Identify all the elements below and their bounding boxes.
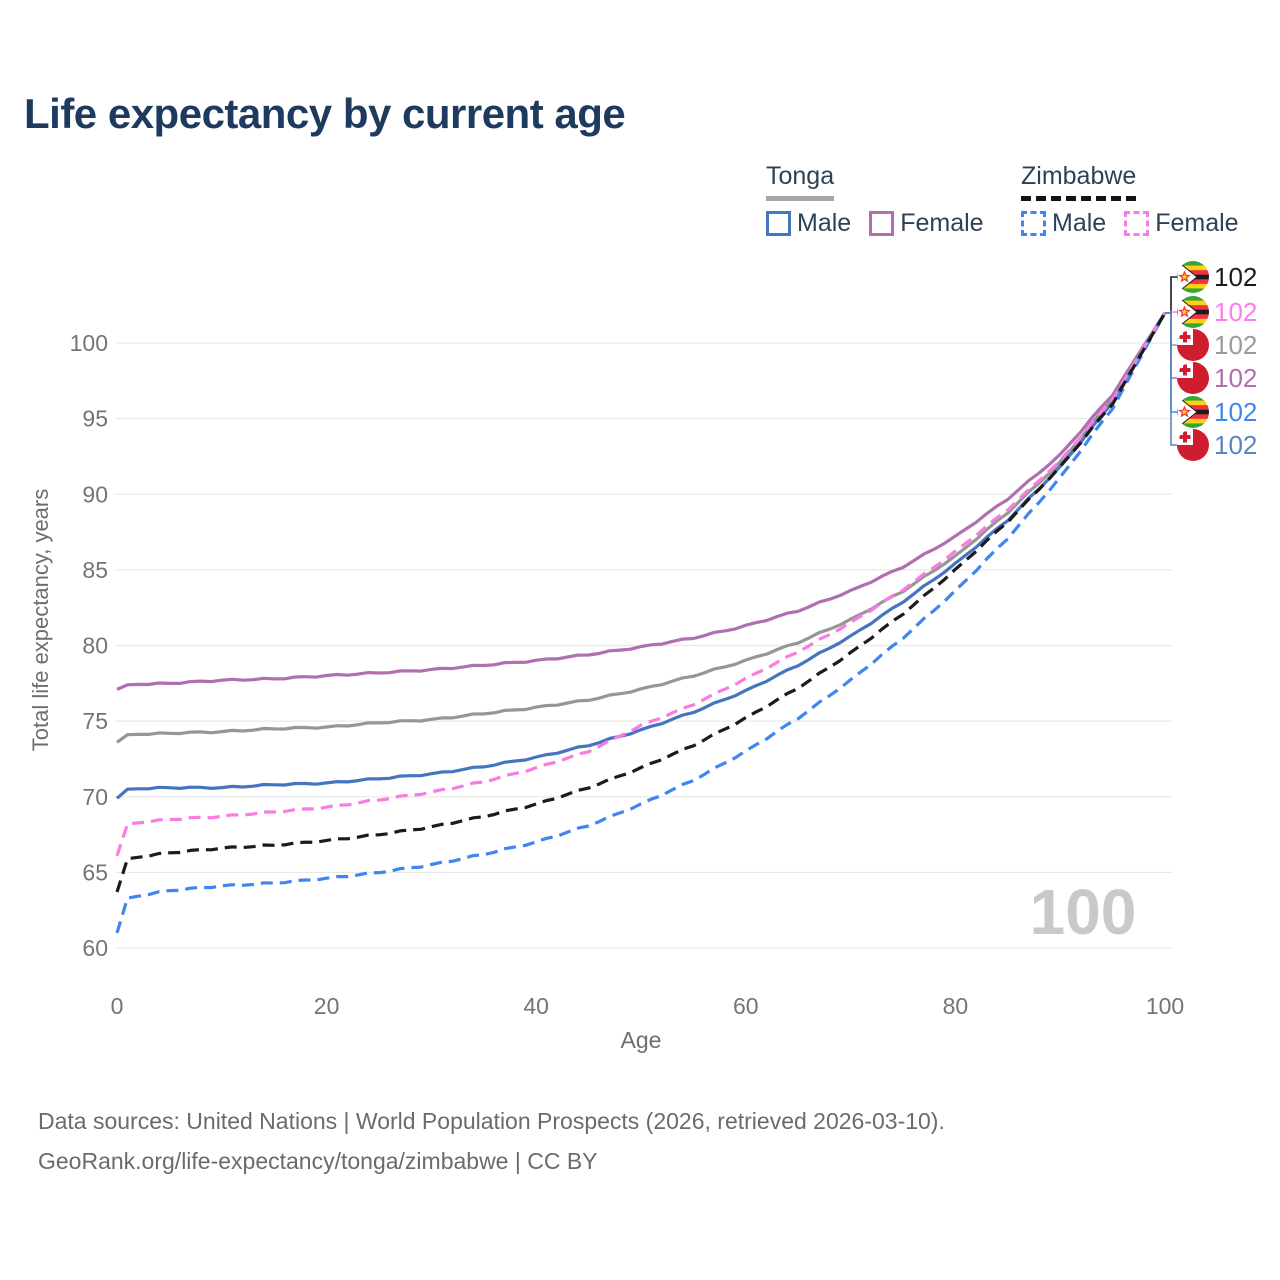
zimbabwe-stripe: [1177, 323, 1209, 328]
legend-group-tonga: Tonga Male Female: [766, 162, 1002, 238]
y-tick-70: 70: [82, 784, 108, 810]
zimbabwe-stripe: [1177, 265, 1209, 271]
zimbabwe-flag-icon: [1177, 396, 1209, 428]
page-title: Life expectancy by current age: [24, 90, 626, 137]
end-label-value: 102: [1214, 430, 1257, 460]
zimbabwe-stripe: [1177, 296, 1209, 301]
attribution-line: GeoRank.org/life-expectancy/tonga/zimbab…: [38, 1148, 598, 1174]
y-tick-85: 85: [82, 557, 108, 583]
y-axis-title: Total life expectancy, years: [28, 489, 53, 752]
y-tick-75: 75: [82, 708, 108, 734]
tonga-flag-icon: [1177, 362, 1209, 394]
y-tick-65: 65: [82, 859, 108, 885]
x-tick-0: 0: [111, 993, 124, 1019]
end-label-connector: [1165, 312, 1177, 446]
zimbabwe-stripe: [1177, 288, 1209, 293]
end-label-value: 102: [1214, 363, 1257, 393]
end-label-value: 102: [1214, 330, 1257, 360]
series-line-zimbabwe-male[interactable]: [115, 312, 1167, 934]
legend-tonga-text: Tonga: [766, 162, 835, 190]
legend-zimbabwe-female-label: Female: [1155, 209, 1239, 237]
zimbabwe-stripe: [1177, 314, 1209, 320]
zimbabwe-stripe: [1177, 414, 1209, 420]
zimbabwe-stripe: [1177, 305, 1209, 311]
end-label-value: 102: [1214, 262, 1257, 292]
legend-tonga-male-label: Male: [797, 209, 852, 237]
zimbabwe-stripe: [1177, 283, 1209, 289]
zimbabwe-star: [1178, 305, 1191, 318]
zimbabwe-flag-icon: [1177, 296, 1209, 328]
tonga-line-sample: [766, 196, 835, 201]
legend-tonga-row: Male Female: [766, 209, 1002, 238]
zimbabwe-stripe: [1177, 318, 1209, 324]
series-line-tonga-all[interactable]: [116, 311, 1167, 744]
tonga-cross-h: [1179, 435, 1191, 439]
zimbabwe-stripe: [1177, 396, 1209, 401]
legend-tonga-name[interactable]: Tonga: [766, 162, 835, 201]
legend-swatch-zimbabwe-male[interactable]: [1021, 211, 1046, 236]
y-tick-80: 80: [82, 633, 108, 659]
x-tick-40: 40: [523, 993, 549, 1019]
end-label-value: 102: [1214, 397, 1257, 427]
legend-swatch-tonga-female[interactable]: [869, 211, 895, 236]
x-tick-80: 80: [943, 993, 969, 1019]
zimbabwe-stripe: [1177, 400, 1209, 406]
y-tick-95: 95: [82, 406, 108, 432]
data-sources-line: Data sources: United Nations | World Pop…: [38, 1108, 945, 1134]
x-axis-title: Age: [621, 1027, 662, 1053]
zimbabwe-stripe: [1177, 300, 1209, 306]
zimbabwe-stripe: [1177, 405, 1209, 411]
zimbabwe-star: [1178, 405, 1191, 418]
zimbabwe-stripe: [1177, 423, 1209, 428]
tonga-flag-icon: [1177, 329, 1209, 361]
zimbabwe-line-sample: [1021, 196, 1137, 201]
zimbabwe-flag-icon: [1177, 261, 1209, 293]
legend-swatch-tonga-male[interactable]: [766, 211, 791, 236]
x-tick-100: 100: [1146, 993, 1184, 1019]
zimbabwe-stripe: [1177, 418, 1209, 424]
tonga-flag-icon: [1177, 429, 1209, 461]
x-tick-60: 60: [733, 993, 759, 1019]
series-line-tonga-male[interactable]: [115, 311, 1167, 800]
zimbabwe-stripe: [1177, 270, 1209, 276]
legend-zimbabwe-name[interactable]: Zimbabwe: [1021, 162, 1137, 201]
series-line-tonga-female[interactable]: [116, 311, 1167, 691]
series-line-zimbabwe-all[interactable]: [115, 311, 1167, 893]
y-tick-60: 60: [82, 935, 108, 961]
legend-zimbabwe-row: Male Female: [1021, 209, 1257, 238]
legend-group-zimbabwe: Zimbabwe Male Female: [1021, 162, 1257, 238]
tonga-cross-h: [1179, 335, 1191, 339]
legend-tonga-female-label: Female: [900, 209, 984, 237]
legend-zimbabwe-text: Zimbabwe: [1021, 162, 1137, 190]
zimbabwe-stripe: [1177, 261, 1209, 266]
legend-swatch-zimbabwe-female[interactable]: [1124, 211, 1150, 236]
legend-zimbabwe-male-label: Male: [1052, 209, 1107, 237]
y-tick-90: 90: [82, 481, 108, 507]
series-line-zimbabwe-female[interactable]: [115, 311, 1167, 857]
tonga-cross-h: [1179, 368, 1191, 372]
zimbabwe-stripe: [1177, 279, 1209, 285]
current-age-watermark: 100: [1030, 876, 1137, 948]
x-tick-20: 20: [314, 993, 340, 1019]
y-tick-100: 100: [70, 330, 108, 356]
zimbabwe-star: [1178, 270, 1191, 283]
end-label-value: 102: [1214, 297, 1257, 327]
end-label-connector: [1165, 276, 1177, 314]
